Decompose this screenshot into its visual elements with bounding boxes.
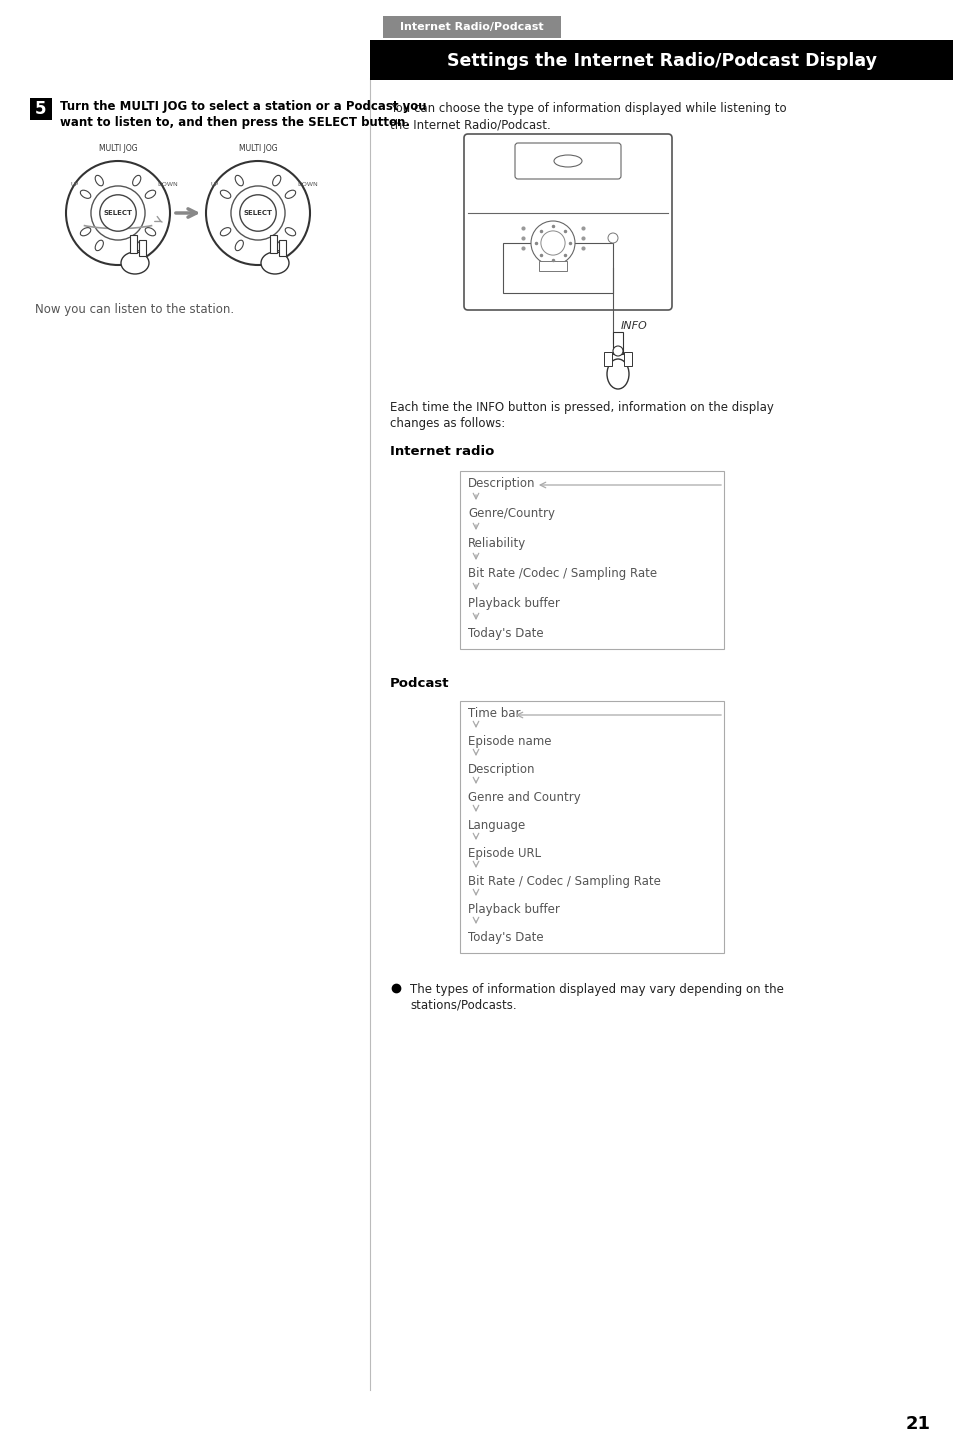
Ellipse shape (285, 228, 295, 236)
Text: 5: 5 (35, 100, 47, 117)
Ellipse shape (273, 240, 280, 250)
Ellipse shape (132, 240, 141, 250)
Ellipse shape (273, 176, 280, 186)
Ellipse shape (145, 228, 155, 236)
Text: Podcast: Podcast (390, 677, 449, 690)
Text: UP: UP (71, 182, 79, 187)
Circle shape (231, 186, 285, 240)
Text: Today's Date: Today's Date (468, 932, 543, 944)
Text: MULTI JOG: MULTI JOG (98, 145, 137, 153)
Ellipse shape (80, 228, 91, 236)
Text: Bit Rate / Codec / Sampling Rate: Bit Rate / Codec / Sampling Rate (468, 874, 660, 889)
Text: Reliability: Reliability (468, 537, 526, 550)
Bar (459, 701, 723, 953)
Bar (623, 352, 631, 366)
Text: Settings the Internet Radio/Podcast Display: Settings the Internet Radio/Podcast Disp… (447, 52, 876, 70)
Bar (603, 352, 612, 366)
FancyBboxPatch shape (463, 135, 671, 311)
Bar (130, 235, 137, 253)
Text: You can choose the type of information displayed while listening to: You can choose the type of information d… (390, 102, 786, 114)
Text: Playback buffer: Playback buffer (468, 597, 559, 610)
Ellipse shape (132, 176, 141, 186)
Circle shape (239, 195, 276, 232)
Text: The types of information displayed may vary depending on the: The types of information displayed may v… (410, 983, 783, 996)
Ellipse shape (235, 176, 243, 186)
Circle shape (91, 186, 145, 240)
Bar (139, 240, 146, 256)
Ellipse shape (145, 190, 155, 199)
Text: Description: Description (468, 477, 535, 489)
Text: Now you can listen to the station.: Now you can listen to the station. (35, 303, 233, 316)
Text: SELECT: SELECT (103, 210, 132, 216)
Circle shape (607, 233, 618, 243)
Text: Turn the MULTI JOG to select a station or a Podcast you: Turn the MULTI JOG to select a station o… (60, 100, 426, 113)
Text: Description: Description (468, 763, 535, 776)
Text: stations/Podcasts.: stations/Podcasts. (410, 999, 517, 1012)
Bar (538, 260, 566, 270)
Ellipse shape (95, 240, 103, 250)
Text: Language: Language (468, 819, 526, 831)
Circle shape (206, 162, 310, 265)
Text: Internet radio: Internet radio (390, 445, 494, 458)
Ellipse shape (285, 190, 295, 199)
Text: Genre and Country: Genre and Country (468, 791, 580, 804)
Text: Episode name: Episode name (468, 736, 551, 748)
Bar (370, 40, 953, 80)
Text: Genre/Country: Genre/Country (468, 507, 555, 519)
Ellipse shape (606, 359, 628, 389)
Circle shape (531, 220, 575, 265)
Text: UP: UP (211, 182, 219, 187)
Bar (459, 471, 723, 650)
Ellipse shape (220, 190, 231, 199)
Text: INFO: INFO (620, 321, 647, 331)
Text: Each time the INFO button is pressed, information on the display: Each time the INFO button is pressed, in… (390, 401, 773, 414)
Text: the Internet Radio/Podcast.: the Internet Radio/Podcast. (390, 117, 550, 132)
Text: DOWN: DOWN (157, 182, 177, 187)
Text: Bit Rate /Codec / Sampling Rate: Bit Rate /Codec / Sampling Rate (468, 567, 657, 580)
Text: DOWN: DOWN (296, 182, 317, 187)
Bar (270, 235, 276, 253)
Ellipse shape (95, 176, 103, 186)
Ellipse shape (554, 155, 581, 167)
Text: MULTI JOG: MULTI JOG (238, 145, 277, 153)
Circle shape (66, 162, 170, 265)
FancyBboxPatch shape (515, 143, 620, 179)
Ellipse shape (121, 252, 149, 273)
Text: changes as follows:: changes as follows: (390, 416, 505, 429)
Text: Today's Date: Today's Date (468, 627, 543, 640)
Circle shape (613, 346, 622, 356)
Ellipse shape (80, 190, 91, 199)
Bar (30, 97, 52, 120)
Ellipse shape (235, 240, 243, 250)
Text: Playback buffer: Playback buffer (468, 903, 559, 916)
Text: Internet Radio/Podcast: Internet Radio/Podcast (399, 21, 543, 31)
Bar (382, 16, 560, 39)
Bar (613, 332, 622, 353)
Text: Episode URL: Episode URL (468, 847, 540, 860)
Text: Time bar: Time bar (468, 707, 520, 720)
Bar (502, 243, 613, 293)
Circle shape (540, 230, 564, 255)
Text: want to listen to, and then press the SELECT button.: want to listen to, and then press the SE… (60, 116, 410, 129)
Circle shape (100, 195, 136, 232)
Ellipse shape (261, 252, 289, 273)
Text: 21: 21 (904, 1415, 929, 1431)
Bar (278, 240, 286, 256)
Text: SELECT: SELECT (243, 210, 273, 216)
Ellipse shape (220, 228, 231, 236)
